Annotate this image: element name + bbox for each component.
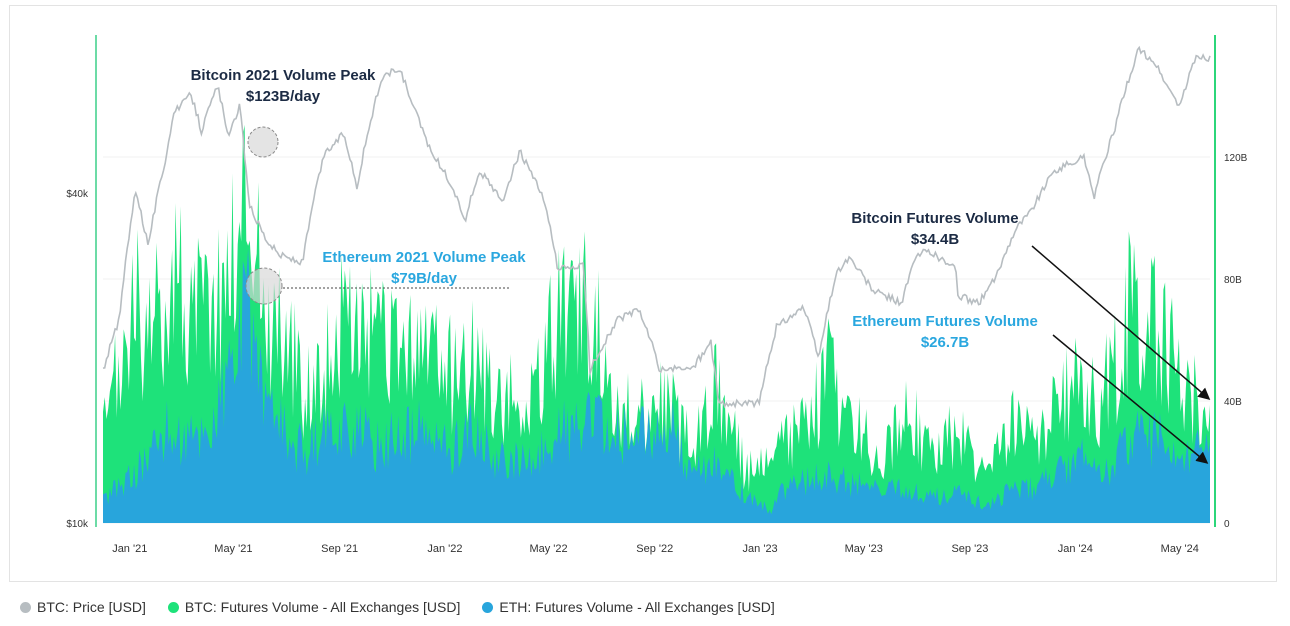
legend-dot-btc-volume <box>167 601 179 613</box>
axes: $10k $40k 0 40B 80B 120B Jan '21 May '21 Sep '21… <box>66 35 1248 555</box>
btc-peak-marker <box>247 126 279 158</box>
legend-dot-btc-price <box>20 601 31 613</box>
legend: BTC: Price [USD] BTC: Futures Volume - A… <box>20 597 775 617</box>
x-tick-label: Jan '22 <box>427 543 462 555</box>
btc-price-line <box>102 45 1211 409</box>
right-tick-label: 80B <box>1224 275 1242 286</box>
legend-label-eth-volume: ETH: Futures Volume - All Exchanges [USD… <box>499 599 775 615</box>
legend-label-btc-volume: BTC: Futures Volume - All Exchanges [USD… <box>184 599 461 615</box>
left-tick-label: $40k <box>66 189 89 200</box>
right-tick-label: 120B <box>1224 153 1248 164</box>
legend-dot-eth-volume <box>482 601 494 613</box>
x-tick-label: Jan '24 <box>1058 543 1093 555</box>
btc-now-value: $34.4B <box>911 231 960 248</box>
volume-areas <box>103 124 1210 524</box>
btc-volume-area <box>103 124 1210 524</box>
btc-peak-title: Bitcoin 2021 Volume Peak <box>191 67 376 84</box>
eth-volume-area <box>103 248 1210 523</box>
x-tick-label: May '21 <box>214 543 252 555</box>
btc-peak-value: $123B/day <box>246 88 321 105</box>
legend-item-eth-volume[interactable]: ETH: Futures Volume - All Exchanges [USD… <box>482 599 775 615</box>
eth-now-arrow <box>1052 334 1209 464</box>
btc-now-title: Bitcoin Futures Volume <box>851 210 1018 227</box>
eth-now-value: $26.7B <box>921 334 970 351</box>
legend-item-btc-volume[interactable]: BTC: Futures Volume - All Exchanges [USD… <box>167 599 461 615</box>
x-tick-label: Sep '21 <box>321 543 358 555</box>
x-tick-label: Jan '21 <box>112 543 147 555</box>
legend-item-btc-price[interactable]: BTC: Price [USD] <box>20 599 146 615</box>
eth-peak-title: Ethereum 2021 Volume Peak <box>322 249 526 266</box>
x-tick-label: May '22 <box>529 543 567 555</box>
right-tick-label: 0 <box>1224 519 1230 530</box>
btc-now-arrow <box>1031 245 1211 400</box>
x-tick-label: Jan '23 <box>743 543 778 555</box>
legend-label-btc-price: BTC: Price [USD] <box>37 599 146 615</box>
eth-now-title: Ethereum Futures Volume <box>852 313 1038 330</box>
left-tick-label: $10k <box>66 519 89 530</box>
x-tick-label: Sep '23 <box>951 543 988 555</box>
eth-peak-marker <box>245 267 283 305</box>
x-tick-label: Sep '22 <box>636 543 673 555</box>
right-tick-label: 40B <box>1224 397 1242 408</box>
x-tick-label: May '23 <box>845 543 883 555</box>
x-tick-label: May '24 <box>1161 543 1199 555</box>
price-line-group <box>102 45 1211 409</box>
eth-peak-value: $79B/day <box>391 270 458 287</box>
